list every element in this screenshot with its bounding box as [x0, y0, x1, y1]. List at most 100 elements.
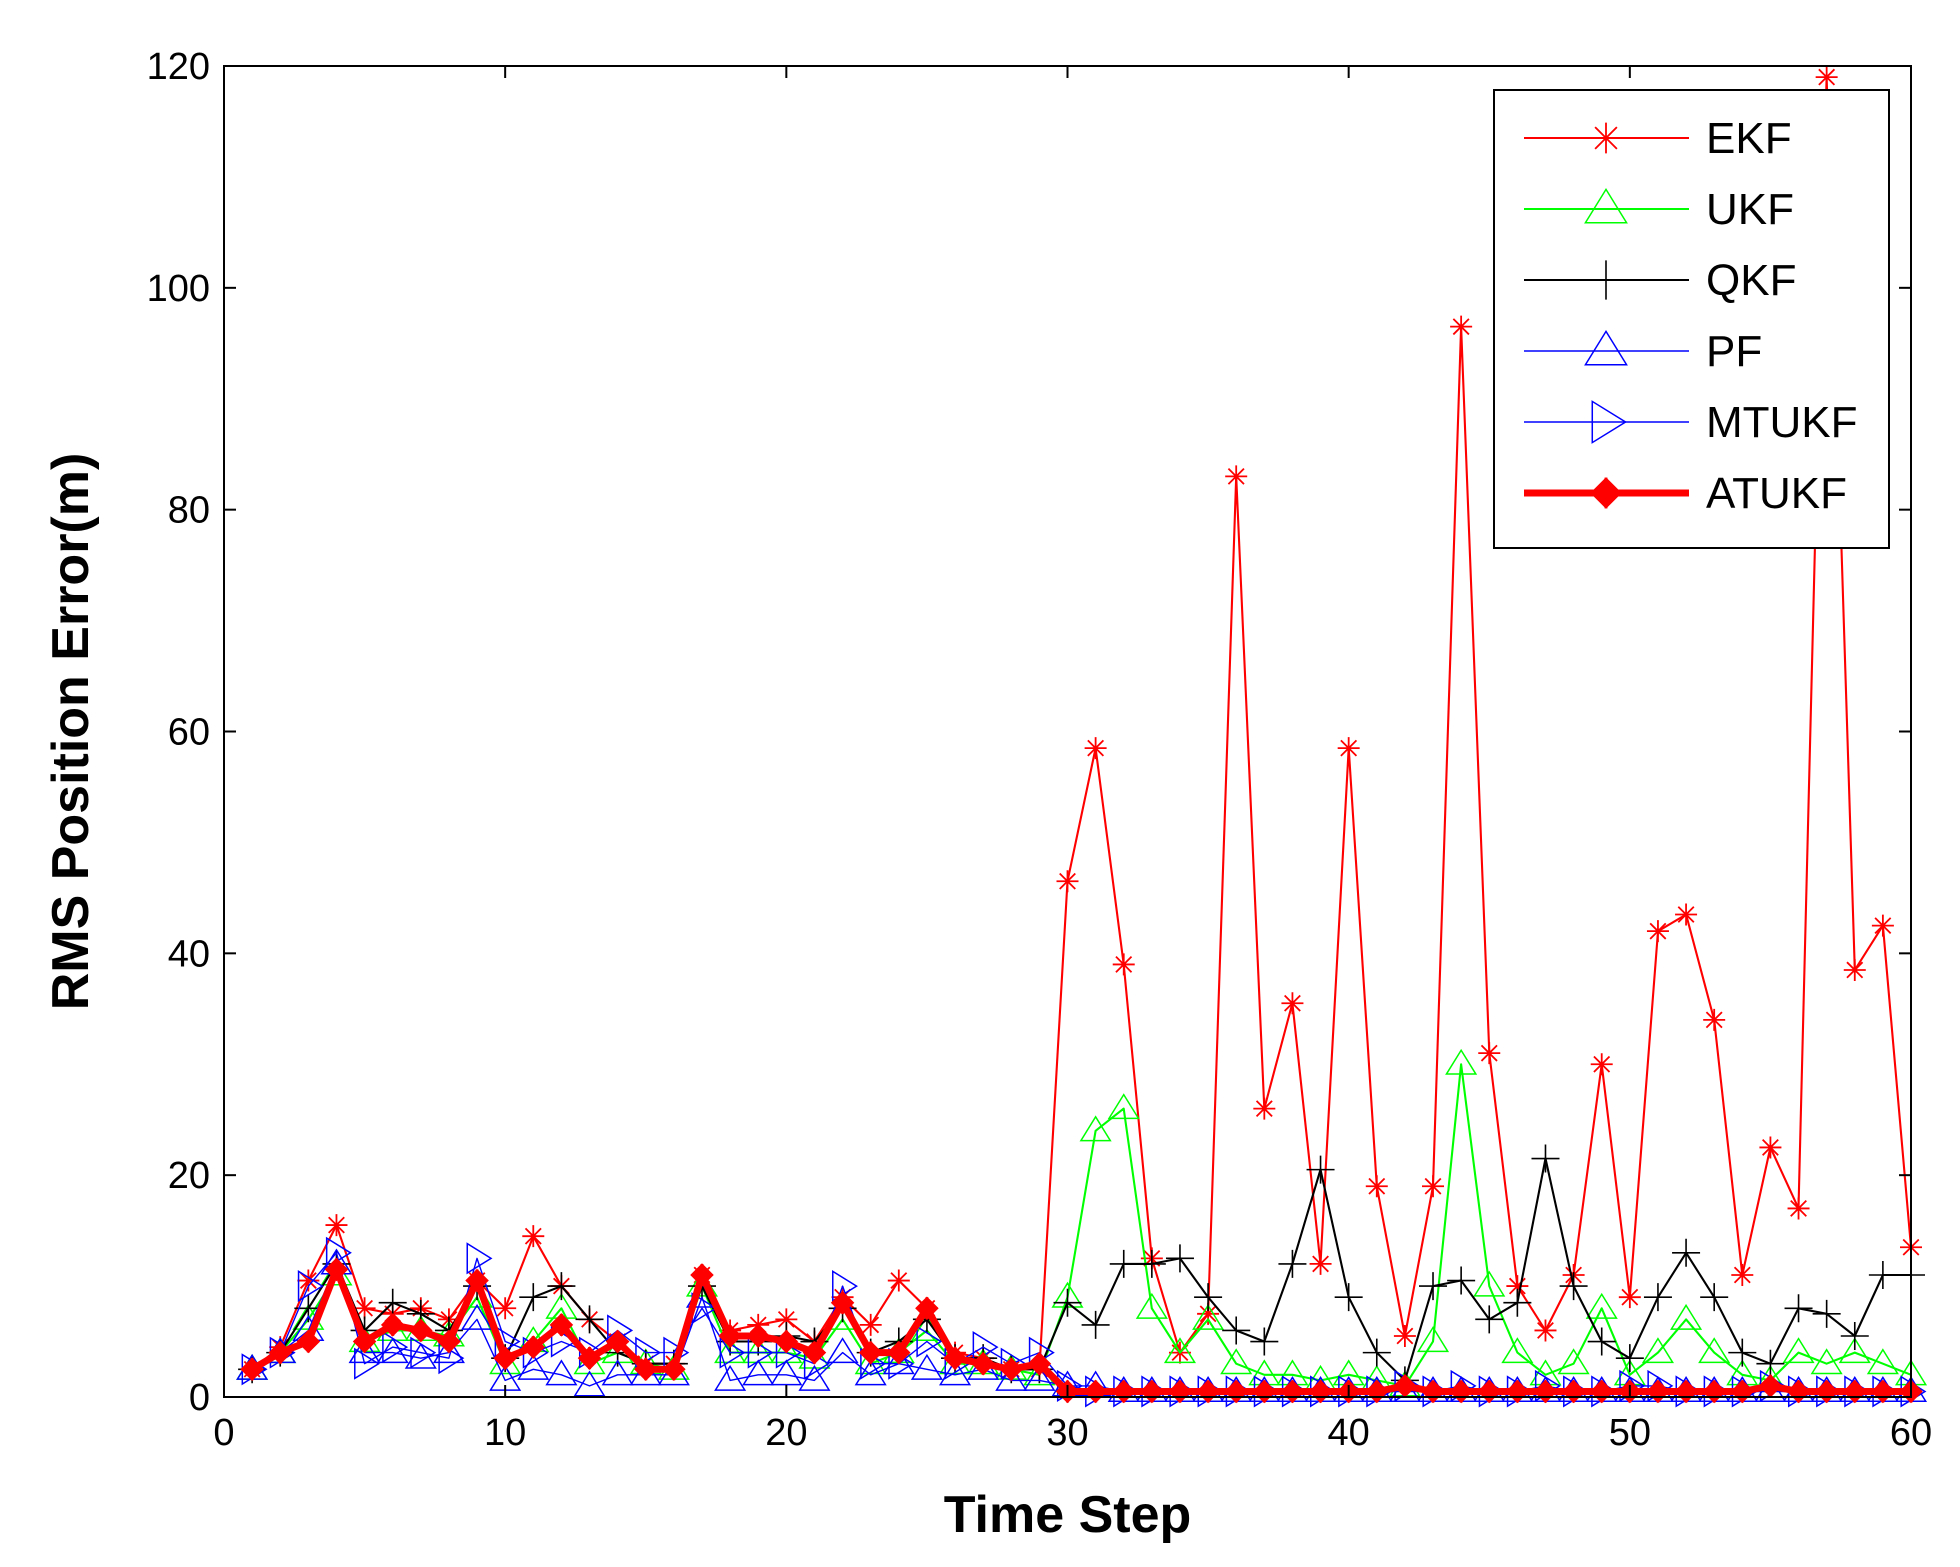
legend-label-atukf: ATUKF [1706, 469, 1847, 518]
qkf-point [1419, 1272, 1448, 1301]
legend-marker-ekf [1590, 122, 1622, 154]
atukf-point [352, 1329, 377, 1354]
legend-marker-qkf [1586, 260, 1626, 300]
legend-entry-atukf: ATUKF [1524, 469, 1847, 518]
atukf-point [746, 1324, 770, 1348]
pf-point [573, 1370, 606, 1397]
pf-point [995, 1364, 1028, 1391]
ekf-point [1787, 1197, 1810, 1220]
x-tick-label: 30 [1046, 1412, 1088, 1454]
y-tick-label: 60 [168, 712, 210, 754]
atukf-point [549, 1313, 574, 1337]
ekf-point [353, 1297, 376, 1320]
qkf-point [1531, 1144, 1560, 1173]
y-tick-label: 120 [147, 46, 210, 88]
ekf-point [1056, 870, 1079, 893]
mtukf-point [354, 1347, 381, 1380]
legend-entry-mtukf: MTUKF [1524, 398, 1858, 447]
qkf-point [1165, 1244, 1194, 1273]
ekf-point [1618, 1286, 1641, 1309]
pf-point [432, 1337, 465, 1364]
atukf-point [240, 1357, 264, 1382]
ekf-point [1309, 1252, 1332, 1275]
atukf-point [802, 1340, 827, 1365]
ukf-point [1641, 1337, 1674, 1364]
qkf-point [1503, 1288, 1532, 1317]
qkf-point [1643, 1283, 1672, 1312]
atukf-point [858, 1340, 883, 1365]
x-tick-label: 20 [765, 1412, 807, 1454]
tick-layer: 0 10 20 30 40 50 60 0 20 40 60 80 100 120 [147, 46, 1933, 1454]
ekf-point [1590, 1053, 1613, 1076]
ukf-point [1445, 1048, 1478, 1075]
ekf-point [325, 1214, 348, 1237]
pf-point [938, 1359, 972, 1386]
qkf-point [1334, 1283, 1363, 1312]
ukf-point [1810, 1348, 1843, 1375]
pf-point [517, 1353, 550, 1380]
ekf-point [1253, 1097, 1276, 1120]
qkf-point [1840, 1322, 1869, 1350]
legend-marker-ukf [1584, 187, 1628, 224]
ekf-point [775, 1308, 798, 1331]
ukf-point [1220, 1348, 1253, 1375]
pf-point [854, 1359, 887, 1386]
ekf-point [1393, 1325, 1416, 1347]
ekf-point [1197, 1302, 1220, 1325]
qkf-point [378, 1288, 407, 1317]
legend-entry-pf: PF [1524, 327, 1762, 376]
x-tick-label: 60 [1890, 1412, 1932, 1454]
ukf-point [714, 1337, 747, 1364]
series-layer [236, 66, 1928, 1408]
ekf-point [1112, 953, 1135, 976]
ukf-point [1698, 1337, 1731, 1364]
atukf-point [380, 1313, 405, 1337]
atukf-point [268, 1340, 293, 1365]
atukf-point [690, 1263, 714, 1287]
ekf-point [494, 1297, 517, 1320]
qkf-point [1587, 1327, 1616, 1356]
ekf-point [1281, 992, 1304, 1015]
legend-label-mtukf: MTUKF [1706, 398, 1858, 447]
pf-point [882, 1348, 915, 1375]
qkf-point [1194, 1283, 1223, 1312]
qkf-point [1784, 1294, 1813, 1323]
ukf-point [1866, 1348, 1899, 1375]
x-tick-label: 50 [1609, 1412, 1651, 1454]
x-axis-title: Time Step [944, 1486, 1192, 1544]
ekf-point [1675, 903, 1698, 926]
ukf-point [770, 1337, 803, 1364]
y-tick-label: 0 [189, 1377, 210, 1419]
ekf-point [859, 1313, 882, 1336]
y-tick-label: 80 [168, 490, 210, 532]
atukf-point [437, 1329, 461, 1354]
mtukf-point [916, 1325, 943, 1358]
qkf-point [1278, 1249, 1307, 1278]
atukf-point [830, 1290, 855, 1315]
ekf-point [1843, 958, 1866, 981]
atukf-point [633, 1357, 658, 1382]
qkf-point [1812, 1299, 1841, 1328]
qkf-point [1306, 1155, 1335, 1184]
y-axis-title: RMS Position Error(m) [42, 453, 100, 1011]
ekf-point [1646, 920, 1669, 943]
qkf-point [1053, 1288, 1082, 1317]
atukf-point [409, 1318, 433, 1343]
atukf-point [296, 1329, 321, 1354]
legend-label-pf: PF [1706, 327, 1762, 376]
ekf-point [1337, 737, 1360, 760]
ukf-point [1501, 1337, 1534, 1364]
qkf-point [1222, 1316, 1251, 1345]
x-tick-label: 0 [213, 1412, 234, 1454]
atukf-point [521, 1335, 546, 1359]
y-tick-label: 100 [147, 268, 210, 310]
qkf-point [519, 1283, 548, 1312]
ukf-point [1135, 1292, 1168, 1319]
qkf-point [547, 1272, 576, 1301]
ukf-point [1079, 1115, 1112, 1142]
mtukf-point [410, 1336, 437, 1369]
atukf-point [493, 1346, 517, 1370]
qkf-point [1756, 1349, 1785, 1378]
pf-point [545, 1359, 578, 1386]
qkf-point [1615, 1344, 1644, 1373]
